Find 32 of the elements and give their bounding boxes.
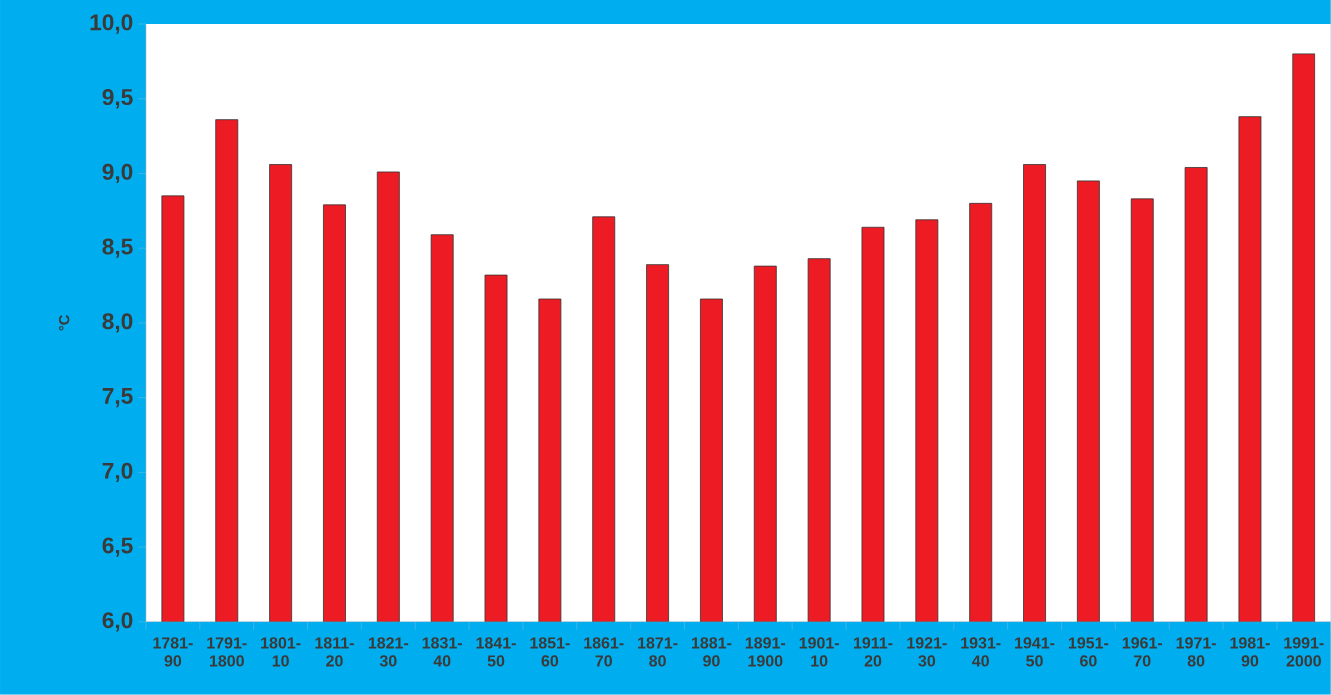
x-tick-label: 1901-10 [799,637,839,667]
y-tick-label: 9,5 [102,89,133,109]
x-tick-label: 1841-50 [476,637,516,667]
y-tick-label: 7,0 [102,462,133,483]
x-tick-label: 1931-40 [961,637,1001,667]
x-tick-label: 1971-80 [1176,637,1216,667]
x-tick-label: 1951-60 [1068,637,1109,667]
y-axis-title: °C [58,315,70,331]
x-tick-label: 1911-20 [853,637,893,667]
x-tick-label: 1861-70 [584,637,624,667]
y-tick-label: 6,0 [102,612,133,632]
x-tick-label: 1781-90 [153,637,193,667]
x-tick-label: 1791-1800 [207,637,247,667]
y-tick-label: 9,0 [102,163,133,184]
x-tick-label: 1981-90 [1230,637,1270,667]
x-tick-label: 1831-40 [422,637,462,667]
y-tick-label: 10,0 [90,14,133,34]
x-tick-label: 1991-2000 [1284,637,1324,667]
y-tick-label: 8,0 [102,313,133,333]
x-tick-label: 1871-80 [638,637,678,667]
x-tick-label: 1961-70 [1122,637,1163,667]
x-tick-label: 1921-30 [907,637,947,667]
y-tick-label: 7,5 [102,388,133,408]
x-tick-label: 1801-10 [261,637,301,667]
x-tick-label: 1851-60 [530,637,570,667]
y-tick-label: 6,5 [102,537,133,557]
x-tick-label: 1821-30 [368,637,409,667]
x-tick-label: 1881-90 [691,637,732,667]
y-tick-label: 8,5 [102,238,133,258]
x-tick-label: 1891-1900 [745,637,786,667]
x-tick-label: 1941-50 [1015,637,1055,667]
x-tick-label: 1811-20 [315,637,354,667]
